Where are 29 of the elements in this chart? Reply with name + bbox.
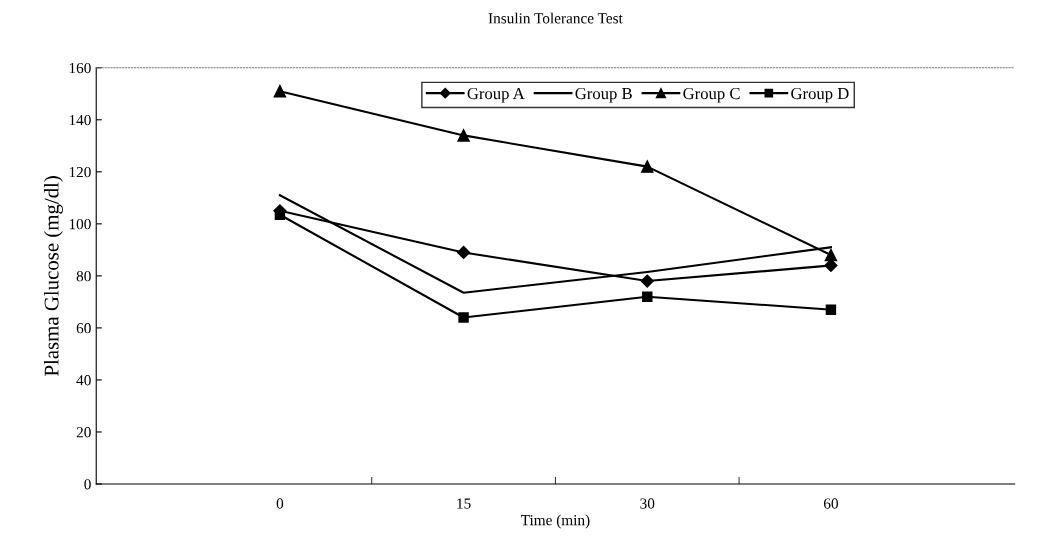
y-tick-label: 20 xyxy=(76,427,91,438)
point xyxy=(824,248,838,262)
legend-label: Group C xyxy=(683,87,740,103)
legend-label: Group A xyxy=(467,87,525,103)
point xyxy=(642,291,653,302)
y-tick-label: 40 xyxy=(76,375,91,386)
legend-label: Group D xyxy=(791,87,849,103)
point xyxy=(458,312,469,323)
y-axis-title: Plasma Glucose (mg/dl) xyxy=(43,176,63,376)
x-tick-label: 15 xyxy=(457,498,471,509)
point xyxy=(273,84,287,98)
y-tick-label: 0 xyxy=(84,479,91,490)
y-tick-label: 80 xyxy=(76,271,91,282)
legend-label: Group B xyxy=(575,87,632,103)
x-tick-label: 0 xyxy=(276,498,284,509)
point xyxy=(825,304,837,315)
x-tick-label: 30 xyxy=(640,498,655,509)
x-tick-label: 60 xyxy=(823,498,838,509)
y-tick-label: 140 xyxy=(69,114,91,126)
point xyxy=(456,245,471,260)
x-axis-title: Time (min) xyxy=(520,514,590,529)
point xyxy=(457,129,470,142)
point xyxy=(641,160,654,173)
y-tick-label: 120 xyxy=(69,166,91,178)
y-tick-label: 60 xyxy=(76,323,91,334)
point xyxy=(640,274,654,288)
y-tick-label: 160 xyxy=(69,62,91,74)
chart-title: Insulin Tolerance Test xyxy=(488,12,623,24)
y-tick-label: 100 xyxy=(69,218,91,230)
